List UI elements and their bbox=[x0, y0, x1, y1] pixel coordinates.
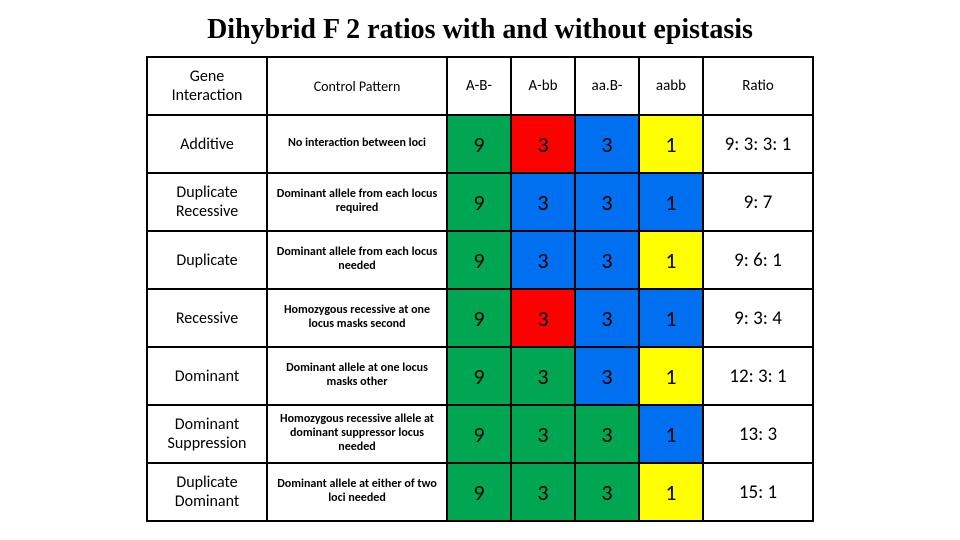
control-pattern-cell: Dominant allele from each locus needed bbox=[267, 231, 447, 289]
genotype-cell: 3 bbox=[511, 347, 575, 405]
gene-interaction-cell: Duplicate Dominant bbox=[147, 463, 267, 521]
genotype-cell: 9 bbox=[447, 405, 511, 463]
genotype-cell: 1 bbox=[639, 463, 703, 521]
header-abb: A-bb bbox=[511, 57, 575, 115]
header-aabb: aabb bbox=[639, 57, 703, 115]
gene-interaction-cell: Recessive bbox=[147, 289, 267, 347]
genotype-cell: 3 bbox=[575, 405, 639, 463]
genotype-cell: 3 bbox=[511, 173, 575, 231]
genotype-cell: 1 bbox=[639, 405, 703, 463]
table-row: RecessiveHomozygous recessive at one loc… bbox=[147, 289, 813, 347]
control-pattern-cell: Homozygous recessive at one locus masks … bbox=[267, 289, 447, 347]
header-gene-interaction: Gene Interaction bbox=[147, 57, 267, 115]
genotype-cell: 9 bbox=[447, 231, 511, 289]
ratio-cell: 9: 3: 4 bbox=[703, 289, 813, 347]
gene-interaction-cell: Duplicate Recessive bbox=[147, 173, 267, 231]
genotype-cell: 3 bbox=[511, 231, 575, 289]
ratio-cell: 13: 3 bbox=[703, 405, 813, 463]
genotype-cell: 9 bbox=[447, 347, 511, 405]
ratio-cell: 9: 7 bbox=[703, 173, 813, 231]
gene-interaction-cell: Additive bbox=[147, 115, 267, 173]
genotype-cell: 3 bbox=[575, 173, 639, 231]
genotype-cell: 9 bbox=[447, 463, 511, 521]
header-aab: aa.B- bbox=[575, 57, 639, 115]
table-row: DominantDominant allele at one locus mas… bbox=[147, 347, 813, 405]
genotype-cell: 1 bbox=[639, 115, 703, 173]
genotype-cell: 3 bbox=[575, 347, 639, 405]
genotype-cell: 1 bbox=[639, 289, 703, 347]
gene-interaction-cell: Duplicate bbox=[147, 231, 267, 289]
control-pattern-cell: Dominant allele at either of two loci ne… bbox=[267, 463, 447, 521]
genotype-cell: 9 bbox=[447, 289, 511, 347]
ratio-cell: 15: 1 bbox=[703, 463, 813, 521]
genotype-cell: 9 bbox=[447, 173, 511, 231]
genotype-cell: 3 bbox=[575, 289, 639, 347]
epistasis-table: Gene Interaction Control Pattern A-B- A-… bbox=[146, 56, 814, 522]
genotype-cell: 9 bbox=[447, 115, 511, 173]
table-header-row: Gene Interaction Control Pattern A-B- A-… bbox=[147, 57, 813, 115]
table-body: AdditiveNo interaction between loci93319… bbox=[147, 115, 813, 521]
header-ratio: Ratio bbox=[703, 57, 813, 115]
table-row: Duplicate RecessiveDominant allele from … bbox=[147, 173, 813, 231]
table-container: Gene Interaction Control Pattern A-B- A-… bbox=[0, 56, 960, 522]
header-control-pattern: Control Pattern bbox=[267, 57, 447, 115]
genotype-cell: 3 bbox=[511, 289, 575, 347]
table-row: Duplicate DominantDominant allele at eit… bbox=[147, 463, 813, 521]
genotype-cell: 1 bbox=[639, 173, 703, 231]
ratio-cell: 9: 6: 1 bbox=[703, 231, 813, 289]
genotype-cell: 3 bbox=[575, 231, 639, 289]
ratio-cell: 9: 3: 3: 1 bbox=[703, 115, 813, 173]
genotype-cell: 3 bbox=[575, 115, 639, 173]
genotype-cell: 3 bbox=[511, 405, 575, 463]
table-row: DuplicateDominant allele from each locus… bbox=[147, 231, 813, 289]
genotype-cell: 3 bbox=[511, 115, 575, 173]
gene-interaction-cell: Dominant Suppression bbox=[147, 405, 267, 463]
control-pattern-cell: Homozygous recessive allele at dominant … bbox=[267, 405, 447, 463]
genotype-cell: 1 bbox=[639, 231, 703, 289]
table-row: Dominant SuppressionHomozygous recessive… bbox=[147, 405, 813, 463]
control-pattern-cell: No interaction between loci bbox=[267, 115, 447, 173]
ratio-cell: 12: 3: 1 bbox=[703, 347, 813, 405]
table-row: AdditiveNo interaction between loci93319… bbox=[147, 115, 813, 173]
genotype-cell: 3 bbox=[511, 463, 575, 521]
control-pattern-cell: Dominant allele at one locus masks other bbox=[267, 347, 447, 405]
control-pattern-cell: Dominant allele from each locus required bbox=[267, 173, 447, 231]
page-title: Dihybrid F 2 ratios with and without epi… bbox=[0, 0, 960, 56]
genotype-cell: 1 bbox=[639, 347, 703, 405]
genotype-cell: 3 bbox=[575, 463, 639, 521]
header-ab: A-B- bbox=[447, 57, 511, 115]
gene-interaction-cell: Dominant bbox=[147, 347, 267, 405]
